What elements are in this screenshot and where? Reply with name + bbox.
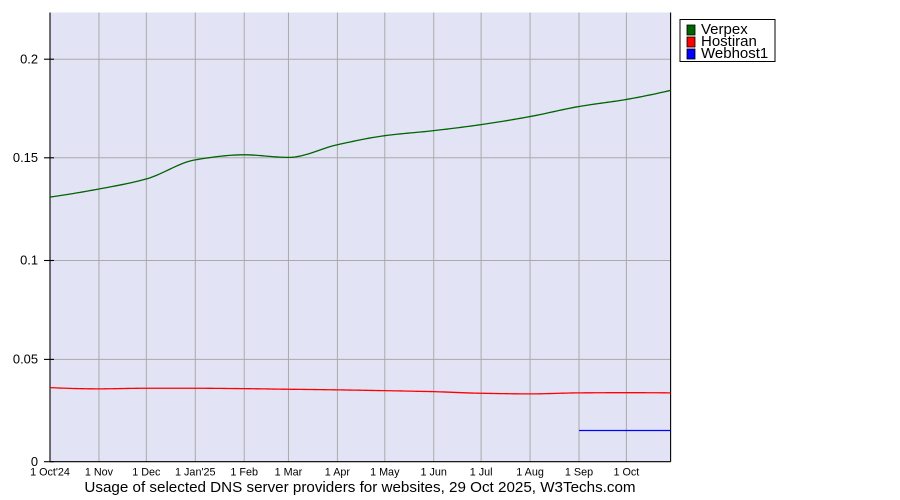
svg-text:1 Jan'25: 1 Jan'25 xyxy=(175,467,215,479)
svg-text:Usage of selected DNS server p: Usage of selected DNS server providers f… xyxy=(84,479,635,496)
svg-text:0.15: 0.15 xyxy=(13,150,38,165)
svg-text:0.1: 0.1 xyxy=(20,253,38,268)
svg-text:1 Feb: 1 Feb xyxy=(230,467,258,479)
svg-text:1 Apr: 1 Apr xyxy=(325,467,351,479)
svg-text:1 Oct: 1 Oct xyxy=(613,467,639,479)
svg-text:0.2: 0.2 xyxy=(20,52,38,67)
svg-text:1 Jun: 1 Jun xyxy=(421,467,447,479)
svg-text:0.05: 0.05 xyxy=(13,352,38,367)
svg-text:1 Dec: 1 Dec xyxy=(132,467,161,479)
svg-text:1 Mar: 1 Mar xyxy=(275,467,303,479)
svg-text:1 Aug: 1 Aug xyxy=(516,467,544,479)
svg-text:Webhost1: Webhost1 xyxy=(701,45,768,62)
svg-text:1 Oct'24: 1 Oct'24 xyxy=(30,467,70,479)
svg-text:1 Sep: 1 Sep xyxy=(565,467,593,479)
svg-text:1 Nov: 1 Nov xyxy=(85,467,114,479)
svg-text:1 May: 1 May xyxy=(370,467,400,479)
svg-text:1 Jul: 1 Jul xyxy=(470,467,493,479)
